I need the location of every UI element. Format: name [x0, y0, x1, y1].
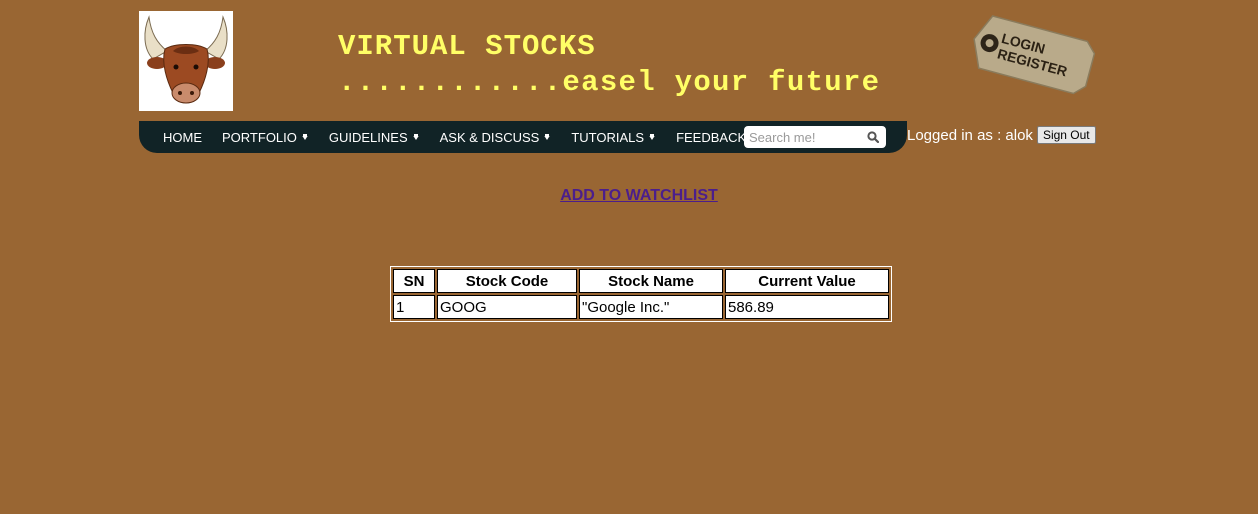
session-area: Logged in as : alok Sign Out: [907, 126, 1096, 144]
nav-ask-discuss[interactable]: ASK & DISCUSS: [430, 130, 562, 145]
sign-out-button[interactable]: Sign Out: [1036, 126, 1096, 144]
nav-tutorials[interactable]: TUTORIALS: [561, 130, 666, 145]
main-navbar: HOME PORTFOLIO GUIDELINES ASK & DISCUSS …: [139, 121, 907, 153]
table-row: 1 GOOG "Google Inc." 586.89: [393, 295, 889, 319]
cell-sn: 1: [393, 295, 435, 319]
header-current-value: Current Value: [725, 269, 889, 293]
nav-ask-discuss-label: ASK & DISCUSS: [439, 129, 540, 145]
nav-portfolio-label: PORTFOLIO: [222, 129, 297, 145]
nav-feedback-label: FEEDBACK: [676, 129, 747, 145]
cell-current-value: 586.89: [725, 295, 889, 319]
nav-home[interactable]: HOME: [153, 130, 212, 145]
site-title: VIRTUAL STOCKS: [338, 30, 596, 63]
chevron-down-icon: [411, 134, 420, 140]
cell-stock-code: GOOG: [437, 295, 577, 319]
chevron-down-icon: [300, 134, 309, 140]
header-stock-code: Stock Code: [437, 269, 577, 293]
watchlist-link-container: ADD TO WATCHLIST: [0, 187, 1258, 205]
bull-logo: [139, 11, 233, 111]
table-header-row: SN Stock Code Stock Name Current Value: [393, 269, 889, 293]
nav-home-label: HOME: [163, 129, 202, 145]
nav-tutorials-label: TUTORIALS: [571, 129, 645, 145]
site-tagline: ............easel your future: [338, 66, 881, 99]
nav-portfolio[interactable]: PORTFOLIO: [212, 130, 319, 145]
chevron-down-icon: [648, 134, 657, 140]
header-sn: SN: [393, 269, 435, 293]
nav-feedback[interactable]: FEEDBACK: [666, 130, 756, 145]
nav-menu: HOME PORTFOLIO GUIDELINES ASK & DISCUSS …: [153, 130, 756, 145]
chevron-down-icon: [543, 134, 552, 140]
nav-guidelines[interactable]: GUIDELINES: [319, 130, 430, 145]
logged-in-status: Logged in as : alok: [907, 126, 1033, 144]
nav-guidelines-label: GUIDELINES: [328, 129, 408, 145]
add-to-watchlist-link[interactable]: ADD TO WATCHLIST: [560, 187, 718, 204]
login-register-tag[interactable]: [966, 10, 1102, 100]
search-input[interactable]: [744, 129, 861, 145]
header-stock-name: Stock Name: [579, 269, 723, 293]
cell-stock-name: "Google Inc.": [579, 295, 723, 319]
search-box: [744, 126, 886, 148]
search-icon[interactable]: [867, 131, 879, 143]
watchlist-table: SN Stock Code Stock Name Current Value 1…: [390, 266, 892, 322]
